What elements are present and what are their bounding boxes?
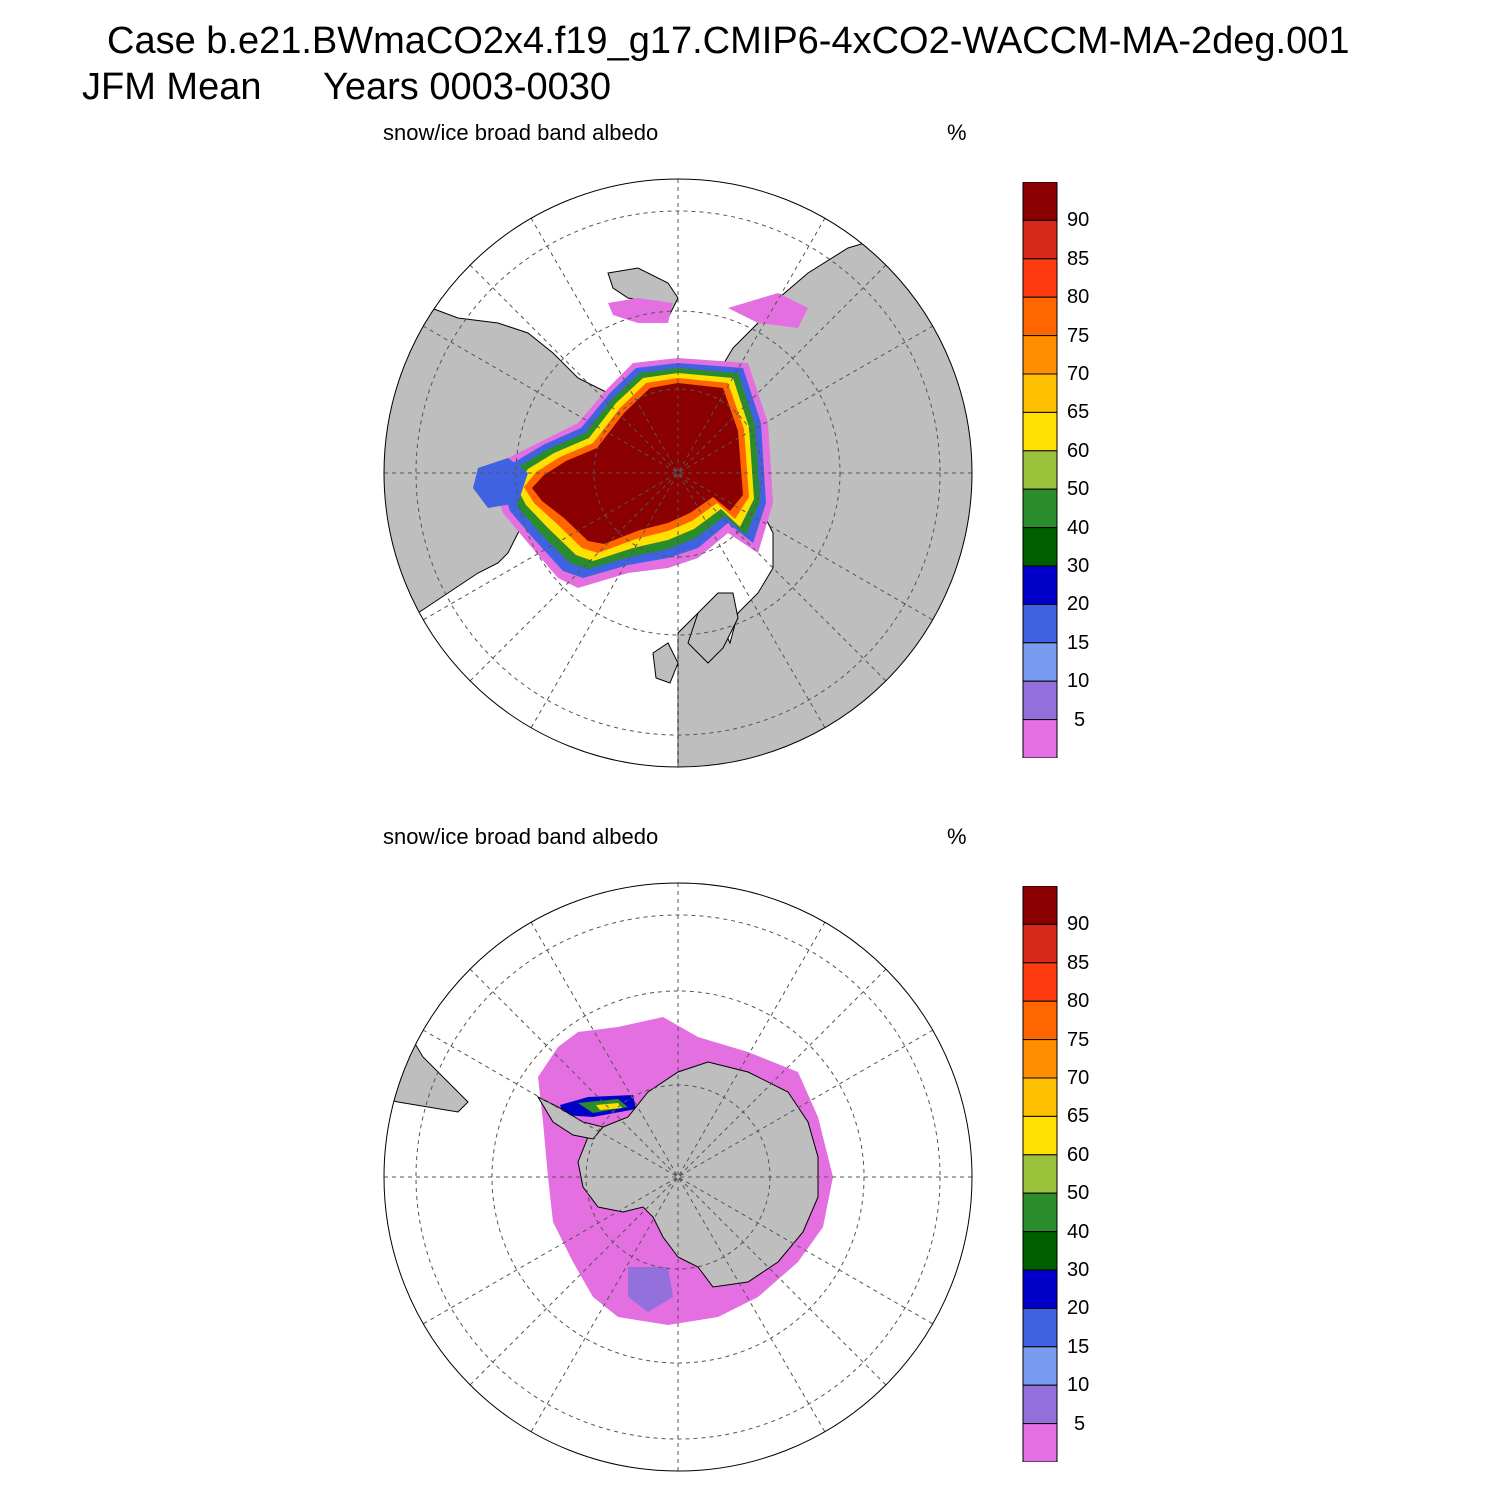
- colorbar-swatch: [1022, 565, 1058, 605]
- colorbar-tick-label: 20: [1067, 593, 1090, 615]
- case-title: Case b.e21.BWmaCO2x4.f19_g17.CMIP6-4xCO2…: [107, 20, 1350, 62]
- colorbar-swatch: [1022, 1154, 1058, 1194]
- colorbar-swatch: [1022, 182, 1058, 221]
- years-label: Years 0003-0030: [323, 66, 612, 108]
- colorbar-tick-label: 60: [1067, 1144, 1090, 1166]
- colorbar-swatch: [1022, 527, 1058, 567]
- sh-land-antarctica: [577, 1061, 819, 1288]
- colorbar-tick-label: 40: [1067, 1221, 1090, 1243]
- nh-ice-bering: [608, 298, 673, 323]
- colorbar-tick-label: 30: [1067, 1259, 1090, 1281]
- colorbar-tick-label: 85: [1067, 248, 1090, 270]
- nh-panel-title: snow/ice broad band albedo: [383, 120, 659, 145]
- colorbar-tick-label: 80: [1067, 286, 1090, 308]
- sh-land-peninsula: [536, 1095, 604, 1140]
- colorbar-tick-label: 60: [1067, 440, 1090, 462]
- colorbar-swatch: [1022, 962, 1058, 1002]
- colorbar-tick-label: 5: [1074, 709, 1086, 731]
- nh-units-label: %: [947, 120, 967, 145]
- sh-ice-weddell-yellow: [596, 1103, 622, 1110]
- colorbar-tick-label: 70: [1067, 363, 1090, 385]
- colorbar-swatch: [1022, 1346, 1058, 1386]
- sh-units-label: %: [947, 824, 967, 849]
- period-label: JFM Mean: [82, 66, 262, 108]
- colorbar-tick-label: 30: [1067, 555, 1090, 577]
- colorbar-tick-label: 65: [1067, 1105, 1090, 1127]
- colorbar-swatch: [1022, 258, 1058, 298]
- colorbar-tick-label: 90: [1067, 913, 1090, 935]
- colorbar-tick-label: 5: [1074, 1413, 1086, 1435]
- colorbar-swatch: [1022, 1000, 1058, 1041]
- nh-ice-okhotsk: [728, 293, 808, 328]
- colorbar-swatch: [1022, 642, 1058, 682]
- colorbar-swatch: [1022, 450, 1058, 490]
- colorbar-swatch: [1022, 296, 1058, 337]
- nh-ice-hudson: [473, 458, 528, 508]
- colorbar-tick-label: 80: [1067, 990, 1090, 1012]
- nh-polar-map: [383, 178, 973, 768]
- colorbar-swatch: [1022, 1231, 1058, 1271]
- colorbar-swatch: [1022, 719, 1058, 758]
- colorbar-tick-label: 65: [1067, 401, 1090, 423]
- nh-land-uk: [652, 642, 679, 684]
- colorbar-swatch: [1022, 1384, 1058, 1425]
- sh-polar-map: [383, 882, 973, 1472]
- colorbar-swatch: [1022, 603, 1058, 644]
- colorbar-swatch: [1022, 1307, 1058, 1348]
- colorbar-tick-label: 90: [1067, 209, 1090, 231]
- colorbar-tick-label: 85: [1067, 952, 1090, 974]
- colorbar-swatch: [1022, 335, 1058, 375]
- sh-panel-title: snow/ice broad band albedo: [383, 824, 659, 849]
- colorbar-swatch: [1022, 1269, 1058, 1309]
- colorbar-swatch: [1022, 1423, 1058, 1462]
- colorbar-tick-label: 75: [1067, 325, 1090, 347]
- nh-land-scandinavia: [687, 592, 739, 664]
- colorbar-tick-label: 70: [1067, 1067, 1090, 1089]
- colorbar-tick-label: 10: [1067, 1374, 1090, 1396]
- colorbar-tick-label: 20: [1067, 1297, 1090, 1319]
- sh-ice-ross-purple: [628, 1267, 673, 1312]
- colorbar-tick-label: 50: [1067, 478, 1090, 500]
- colorbar-swatch: [1022, 411, 1058, 452]
- nh-colorbar: [1022, 182, 1058, 758]
- colorbar-swatch: [1022, 1192, 1058, 1233]
- colorbar-swatch: [1022, 923, 1058, 964]
- colorbar-swatch: [1022, 488, 1058, 529]
- colorbar-tick-label: 40: [1067, 517, 1090, 539]
- colorbar-swatch: [1022, 1115, 1058, 1156]
- colorbar-swatch: [1022, 680, 1058, 721]
- colorbar-swatch: [1022, 219, 1058, 260]
- colorbar-tick-label: 15: [1067, 632, 1090, 654]
- nh-ice-core: [532, 383, 743, 544]
- colorbar-tick-label: 75: [1067, 1029, 1090, 1051]
- colorbar-tick-label: 50: [1067, 1182, 1090, 1204]
- colorbar-tick-label: 15: [1067, 1336, 1090, 1358]
- colorbar-swatch: [1022, 1039, 1058, 1079]
- colorbar-tick-label: 10: [1067, 670, 1090, 692]
- colorbar-swatch: [1022, 1077, 1058, 1117]
- colorbar-swatch: [1022, 886, 1058, 925]
- colorbar-swatch: [1022, 373, 1058, 413]
- sh-colorbar: [1022, 886, 1058, 1462]
